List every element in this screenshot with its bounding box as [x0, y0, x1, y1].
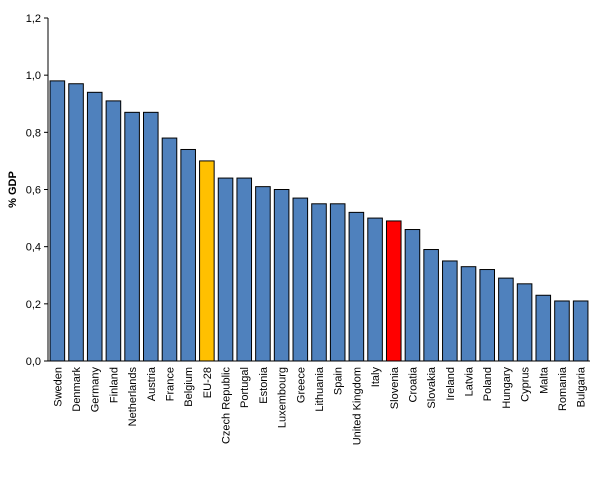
x-tick-label: Slovakia: [426, 366, 438, 408]
bar-austria: [143, 111, 159, 362]
y-tick-label: 0,6: [26, 185, 41, 197]
x-tick-label: Austria: [146, 366, 158, 401]
x-tick-label: Netherlands: [127, 367, 139, 427]
x-tick-label: Malta: [538, 366, 550, 394]
y-tick-label: 0,0: [26, 356, 41, 368]
y-axis-ticks: 0,0 0,2 0,4 0,6 0,8 1,0 1,2: [26, 13, 48, 368]
bar-latvia: [460, 266, 477, 362]
bars-group: [49, 80, 589, 362]
x-tick-label: Slovenia: [389, 366, 401, 409]
x-tick-label: Estonia: [258, 366, 270, 404]
x-tick-label: Bulgaria: [576, 366, 588, 407]
y-tick-label: 1,0: [26, 70, 41, 82]
x-tick-label: Ireland: [445, 367, 457, 401]
bar-netherlands: [124, 111, 140, 362]
y-axis-title: % GDP: [7, 171, 19, 208]
bar-italy: [367, 217, 383, 362]
y-tick-label: 0,8: [26, 127, 41, 139]
bar-cyprus: [516, 283, 533, 362]
x-tick-label: United Kingdom: [351, 367, 363, 445]
bar-estonia: [255, 186, 271, 362]
x-tick-label: Latvia: [464, 366, 476, 396]
x-tick-label: Lithuania: [314, 366, 326, 412]
x-tick-label: Italy: [370, 367, 382, 388]
y-tick-label: 0,2: [26, 299, 41, 311]
x-tick-label: Cyprus: [520, 367, 532, 402]
bar-ireland: [442, 260, 458, 362]
x-tick-label: Croatia: [407, 366, 419, 402]
bar-poland: [479, 269, 496, 362]
x-tick-label: Finland: [108, 367, 120, 403]
x-tick-label: Belgium: [183, 367, 195, 407]
bar-hungary: [498, 277, 514, 362]
y-tick-label: 1,2: [26, 13, 41, 25]
bar-croatia: [404, 229, 421, 362]
bar-greece: [292, 197, 309, 362]
x-tick-label: Luxembourg: [277, 367, 289, 428]
bar-lithuania: [311, 203, 327, 362]
bar-sweden: [49, 80, 66, 362]
x-tick-label: Sweden: [52, 367, 64, 407]
bar-malta: [535, 294, 552, 362]
x-tick-label: Denmark: [71, 367, 83, 412]
bar-spain: [329, 203, 346, 362]
x-tick-label: Portugal: [239, 367, 251, 408]
bar-france: [161, 137, 178, 362]
x-tick-label: Germany: [90, 367, 102, 413]
x-tick-label: Greece: [295, 367, 307, 403]
x-tick-label: Romania: [557, 366, 569, 411]
x-tick-label: Hungary: [501, 367, 513, 409]
bar-luxembourg: [273, 189, 290, 362]
bar-germany: [86, 91, 103, 362]
axes: [47, 18, 590, 362]
bar-united-kingdom: [348, 211, 365, 362]
bar-finland: [105, 100, 122, 362]
bar-belgium: [180, 148, 196, 362]
bar-czech-republic: [217, 177, 234, 362]
x-tick-label: Poland: [482, 367, 494, 401]
x-tick-label: EU-28: [202, 367, 214, 398]
x-tick-label: France: [164, 367, 176, 401]
bar-bulgaria: [572, 300, 589, 362]
bar-portugal: [236, 177, 253, 362]
y-tick-label: 0,4: [26, 242, 41, 254]
bar-romania: [554, 300, 570, 362]
bar-slovakia: [423, 249, 439, 362]
x-tick-label: Spain: [333, 367, 345, 395]
bar-denmark: [68, 83, 84, 362]
x-axis-labels: Sweden Denmark Germany Finland Netherlands Au…: [52, 366, 587, 445]
bar-eu-28: [199, 160, 215, 362]
bar-slovenia: [385, 220, 402, 362]
x-tick-label: Czech Republic: [221, 367, 233, 445]
